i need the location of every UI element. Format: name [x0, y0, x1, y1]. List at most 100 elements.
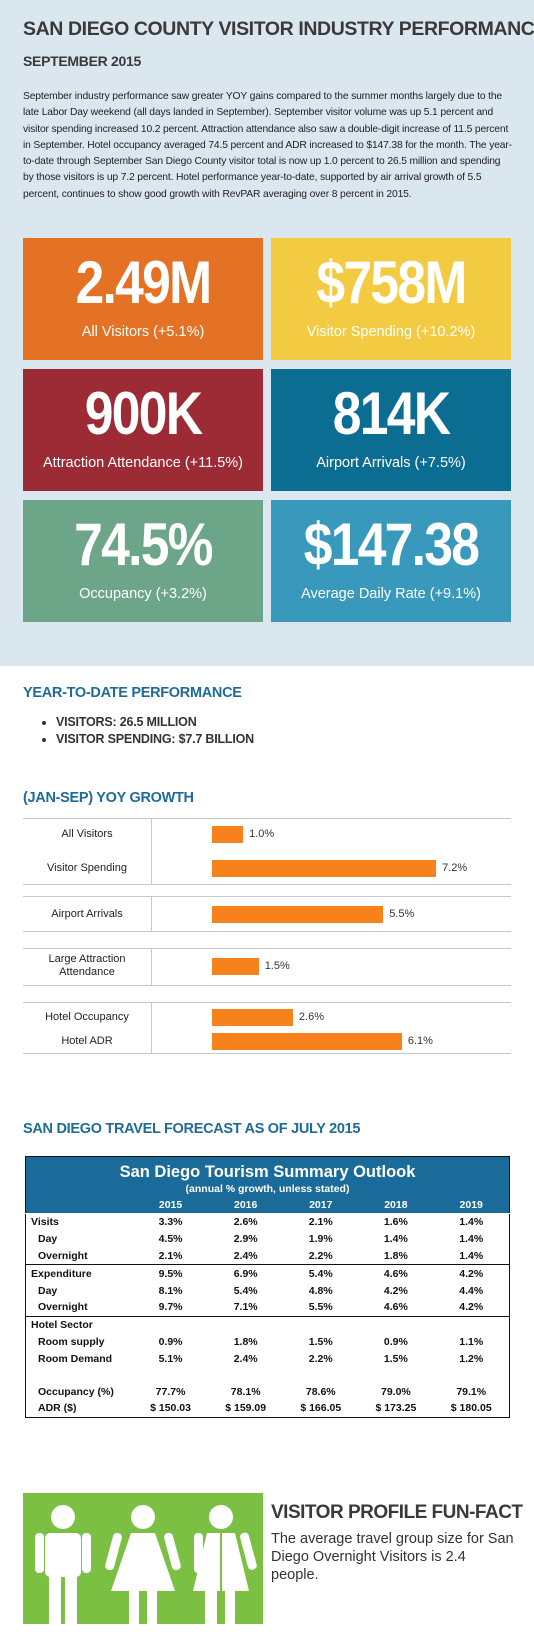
- bar: [212, 1008, 293, 1026]
- table-cell: 5.4%: [233, 1284, 258, 1297]
- stat-label: Occupancy (+3.2%): [79, 586, 207, 602]
- table-cell: 4.8%: [308, 1284, 333, 1297]
- table-row: Occupancy (%) 77.7% 78.1% 78.6% 79.0% 79.1%: [26, 1367, 510, 1400]
- stat-tile: 2.49M All Visitors (+5.1%): [23, 238, 263, 360]
- row-label: Expenditure: [31, 1267, 92, 1280]
- table-cell: 2.1%: [158, 1249, 183, 1262]
- table-head: San Diego Tourism Summary Outlook (annua…: [25, 1156, 510, 1214]
- table-title: San Diego Tourism Summary Outlook: [25, 1156, 510, 1183]
- table-cell: 4.2%: [383, 1284, 408, 1297]
- table-cell: 2.2%: [308, 1352, 333, 1365]
- row-label: Day: [38, 1233, 58, 1246]
- table-cell: 77.7%: [155, 1385, 186, 1398]
- row-label: Overnight: [38, 1249, 88, 1262]
- stat-label: Visitor Spending (+10.2%): [306, 324, 476, 340]
- table-cell: $ 166.05: [300, 1402, 342, 1415]
- bar: [212, 859, 437, 877]
- group-frame: [23, 948, 511, 986]
- table-row: Room supply 0.9% 1.8% 1.5% 0.9% 1.1%: [26, 1334, 510, 1351]
- category-label: Airport Arrivals: [51, 907, 123, 920]
- row-label: Occupancy (%): [38, 1385, 114, 1398]
- table-cell: 2.4%: [233, 1352, 258, 1365]
- table-cell: 1.2%: [459, 1352, 484, 1365]
- table-cell: 4.4%: [459, 1284, 484, 1297]
- stat-value: 74.5%: [74, 511, 213, 578]
- category-label: Large Attraction Attendance: [48, 953, 126, 978]
- table-subtitle: (annual % growth, unless stated): [25, 1183, 510, 1197]
- forecast-table-wrap: San Diego Tourism Summary Outlook (annua…: [25, 1156, 510, 1418]
- table-cell: 1.4%: [459, 1249, 484, 1262]
- fun-fact-graphic: [23, 1493, 263, 1624]
- fun-fact-title: VISITOR PROFILE FUN-FACT: [271, 1502, 523, 1523]
- table-cell: 1.9%: [308, 1233, 333, 1246]
- table-row: ADR ($) $ 150.03 $ 159.09 $ 166.05 $ 173.25 $…: [26, 1400, 510, 1417]
- table-row: Visits 3.3% 2.6% 2.1% 1.6% 1.4%: [26, 1214, 510, 1231]
- table-cell: 4.5%: [158, 1233, 183, 1246]
- stat-tile: 74.5% Occupancy (+3.2%): [23, 500, 263, 622]
- table-cell: 2.1%: [308, 1216, 333, 1229]
- row-label: Day: [38, 1284, 58, 1297]
- table-section: Hotel Sector Room supply 0.9% 1.8% 1.5% 0.9% 1…: [25, 1316, 510, 1417]
- table-cell: $ 159.09: [225, 1402, 267, 1415]
- bar-chart: All Visitors 1.0% Visitor Spending 7.2% Airp…: [23, 815, 511, 1057]
- table-cell: 78.1%: [230, 1385, 261, 1398]
- label-divider: [151, 1003, 152, 1053]
- table-cell: 2.6%: [233, 1216, 258, 1229]
- table-cell: 2.4%: [233, 1249, 258, 1262]
- group-frame: [23, 1002, 511, 1054]
- column-header: 2015: [133, 1197, 209, 1214]
- table-cell: 4.6%: [383, 1301, 408, 1314]
- label-divider: [151, 897, 152, 931]
- table-cell: 1.6%: [383, 1216, 408, 1229]
- people-icons: [35, 1505, 257, 1624]
- table-cell: 9.7%: [158, 1301, 183, 1314]
- table-cell: 0.9%: [383, 1335, 408, 1348]
- column-row: 2015 2016 2017 2018 2019: [25, 1197, 510, 1214]
- table-cell: $ 180.05: [450, 1402, 492, 1415]
- stat-tile: 814K Airport Arrivals (+7.5%): [271, 369, 511, 491]
- page-title: SAN DIEGO COUNTY VISITOR INDUSTRY PERFOR…: [23, 18, 534, 40]
- corner-cell: [25, 1197, 133, 1214]
- column-header: 2019: [433, 1197, 510, 1214]
- empty-cells: [133, 1316, 510, 1333]
- table-cell: 1.4%: [383, 1233, 408, 1246]
- section-heading: YEAR-TO-DATE PERFORMANCE: [23, 685, 242, 701]
- category-label: All Visitors: [61, 827, 113, 840]
- table-cell: 4.2%: [459, 1267, 484, 1280]
- ytd-item: VISITORS: 26.5 MILLION: [56, 714, 254, 731]
- table-cell: 7.1%: [233, 1301, 258, 1314]
- table-cell: 4.2%: [459, 1301, 484, 1314]
- table-cell: 8.1%: [158, 1284, 183, 1297]
- stat-value: 900K: [84, 380, 203, 447]
- stat-tile: $147.38 Average Daily Rate (+9.1%): [271, 500, 511, 622]
- table-cell: 1.4%: [459, 1216, 484, 1229]
- ytd-item: VISITOR SPENDING: $7.7 BILLION: [56, 731, 254, 748]
- stat-value: $147.38: [303, 511, 480, 578]
- table-cell: 2.2%: [308, 1249, 333, 1262]
- stat-label: Airport Arrivals (+7.5%): [316, 455, 466, 471]
- table-row: Room Demand 5.1% 2.4% 2.2% 1.5% 1.2%: [26, 1350, 510, 1367]
- row-label: Room supply: [38, 1335, 105, 1348]
- table-cell: 79.1%: [456, 1385, 487, 1398]
- ytd-list: VISITORS: 26.5 MILLIONVISITOR SPENDING: …: [40, 714, 254, 748]
- row-label: Hotel Sector: [31, 1319, 93, 1332]
- group-frame: [23, 896, 511, 932]
- group-frame: [23, 818, 511, 885]
- table-row: Overnight 9.7% 7.1% 5.5% 4.6% 4.2%: [26, 1299, 510, 1316]
- value-label: 5.5%: [389, 907, 415, 920]
- column-header: 2017: [283, 1197, 359, 1214]
- page-subtitle: SEPTEMBER 2015: [23, 53, 141, 69]
- table-cell: 1.8%: [383, 1249, 408, 1262]
- stat-tile: 900K Attraction Attendance (+11.5%): [23, 369, 263, 491]
- table-cell: 1.4%: [459, 1233, 484, 1246]
- bar: [212, 905, 384, 923]
- table-row: Day 8.1% 5.4% 4.8% 4.2% 4.4%: [26, 1282, 510, 1299]
- bar: [212, 1032, 402, 1050]
- stat-label: Attraction Attendance (+11.5%): [42, 455, 244, 471]
- table-row: Expenditure 9.5% 6.9% 5.4% 4.6% 4.2%: [26, 1265, 510, 1282]
- value-label: 1.5%: [264, 959, 290, 972]
- category-label: Hotel Occupancy: [45, 1010, 129, 1023]
- chart-title: (JAN-SEP) YOY GROWTH: [23, 790, 194, 806]
- bar: [212, 825, 244, 843]
